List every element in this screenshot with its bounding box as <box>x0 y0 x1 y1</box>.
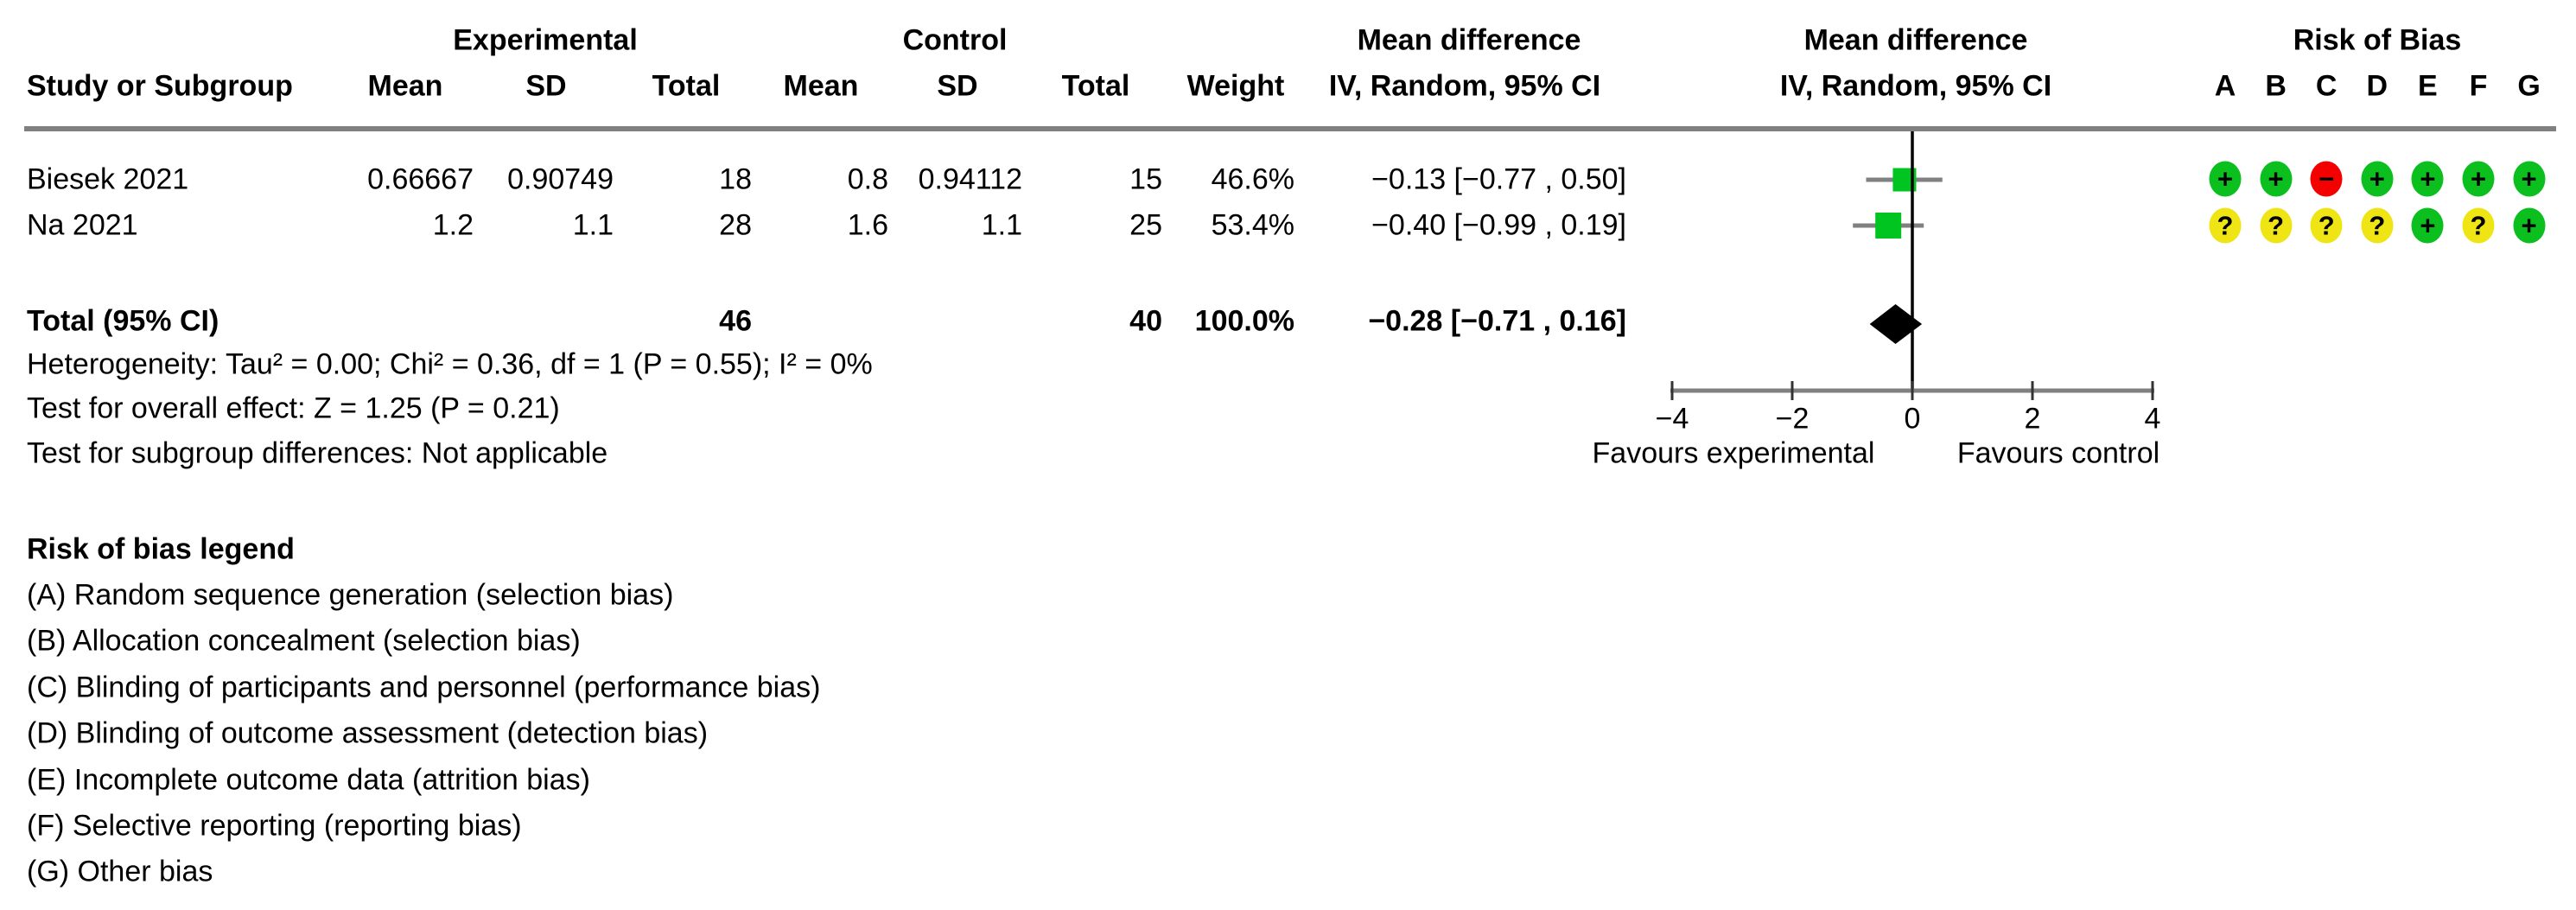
experimental-group-header: Experimental <box>453 23 638 57</box>
study-column-header: Study or Subgroup <box>27 69 293 103</box>
risk-of-bias-header: Risk of Bias <box>2293 23 2462 57</box>
rob-column-letter: C <box>2315 69 2337 103</box>
ctrl-sd-value: 0.94112 <box>918 162 1022 196</box>
rob-legend-line: (F) Selective reporting (reporting bias) <box>27 809 522 843</box>
axis-tick-label: 2 <box>2024 402 2041 436</box>
rob-low-risk-icon: + <box>2361 161 2394 197</box>
ci-text-value: −0.13 [−0.77 , 0.50] <box>1371 162 1626 196</box>
exp-total-value: 28 <box>719 208 752 242</box>
total-weight: 100.0% <box>1194 304 1294 338</box>
effect-square <box>1875 213 1902 239</box>
exp-sd-header: SD <box>525 69 567 103</box>
ctrl-mean-value: 1.6 <box>847 208 888 242</box>
ctrl-sd-header: SD <box>937 69 978 103</box>
weight-header: Weight <box>1186 69 1285 103</box>
total-diamond <box>1869 304 1923 344</box>
axis-tick-label: −2 <box>1775 402 1810 436</box>
rob-legend-line: (G) Other bias <box>27 855 213 888</box>
axis-tick-label: 4 <box>2144 402 2161 436</box>
rob-column-letter: D <box>2366 69 2388 103</box>
mean-difference-plot-header: Mean difference <box>1803 23 2028 57</box>
total-ctrl-n: 40 <box>1129 304 1162 338</box>
axis-tick-label: 0 <box>1904 402 1921 436</box>
rob-legend-title: Risk of bias legend <box>27 532 295 566</box>
header-divider-rule <box>24 126 2556 131</box>
favours-right-label: Favours control <box>1956 436 2160 470</box>
ctrl-total-value: 25 <box>1129 208 1162 242</box>
ctrl-mean-header: Mean <box>783 69 859 103</box>
rob-low-risk-icon: + <box>2462 161 2495 197</box>
exp-total-value: 18 <box>719 162 752 196</box>
total-row-label: Total (95% CI) <box>27 304 219 338</box>
rob-column-letter: G <box>2517 69 2541 103</box>
exp-sd-value: 1.1 <box>572 208 614 242</box>
ctrl-sd-value: 1.1 <box>981 208 1022 242</box>
total-ci-text: −0.28 [−0.71 , 0.16] <box>1368 304 1626 338</box>
rob-legend-line: (B) Allocation concealment (selection bi… <box>27 624 581 658</box>
ci-text-value: −0.40 [−0.99 , 0.19] <box>1371 208 1626 242</box>
heterogeneity-line: Heterogeneity: Tau² = 0.00; Chi² = 0.36,… <box>27 347 873 381</box>
rob-column-letter: E <box>2418 69 2438 103</box>
rob-legend-line: (D) Blinding of outcome assessment (dete… <box>27 716 709 750</box>
rob-column-letter: A <box>2214 69 2236 103</box>
iv-random-plot-header: IV, Random, 95% CI <box>1779 69 2052 103</box>
rob-unclear-risk-icon: ? <box>2462 207 2495 244</box>
rob-legend-line: (A) Random sequence generation (selectio… <box>27 578 674 612</box>
study-name: Na 2021 <box>27 208 138 242</box>
exp-mean-value: 1.2 <box>432 208 474 242</box>
control-group-header: Control <box>902 23 1008 57</box>
rob-low-risk-icon: + <box>2513 161 2546 197</box>
exp-mean-header: Mean <box>367 69 443 103</box>
exp-sd-value: 0.90749 <box>507 162 614 196</box>
ctrl-mean-value: 0.8 <box>847 162 888 196</box>
subgroup-differences-line: Test for subgroup differences: Not appli… <box>27 436 608 470</box>
rob-low-risk-icon: + <box>2411 161 2444 197</box>
weight-value: 53.4% <box>1211 208 1294 242</box>
rob-high-risk-icon: − <box>2310 161 2343 197</box>
ctrl-total-value: 15 <box>1129 162 1162 196</box>
iv-random-text-header: IV, Random, 95% CI <box>1328 69 1601 103</box>
rob-unclear-risk-icon: ? <box>2310 207 2343 244</box>
total-exp-n: 46 <box>719 304 752 338</box>
overall-effect-line: Test for overall effect: Z = 1.25 (P = 0… <box>27 391 560 425</box>
favours-left-label: Favours experimental <box>1592 436 1875 470</box>
rob-low-risk-icon: + <box>2209 161 2242 197</box>
rob-legend-line: (E) Incomplete outcome data (attrition b… <box>27 763 590 797</box>
study-name: Biesek 2021 <box>27 162 189 196</box>
ctrl-total-header: Total <box>1061 69 1130 103</box>
rob-low-risk-icon: + <box>2260 161 2293 197</box>
rob-low-risk-icon: + <box>2513 207 2546 244</box>
axis-tick-label: −4 <box>1655 402 1689 436</box>
rob-unclear-risk-icon: ? <box>2260 207 2293 244</box>
rob-low-risk-icon: + <box>2411 207 2444 244</box>
rob-unclear-risk-icon: ? <box>2361 207 2394 244</box>
exp-total-header: Total <box>652 69 721 103</box>
rob-column-letter: F <box>2469 69 2488 103</box>
rob-unclear-risk-icon: ? <box>2209 207 2242 244</box>
weight-value: 46.6% <box>1211 162 1294 196</box>
exp-mean-value: 0.66667 <box>367 162 474 196</box>
rob-legend-line: (C) Blinding of participants and personn… <box>27 671 821 704</box>
mean-difference-text-header: Mean difference <box>1357 23 1581 57</box>
rob-column-letter: B <box>2265 69 2287 103</box>
